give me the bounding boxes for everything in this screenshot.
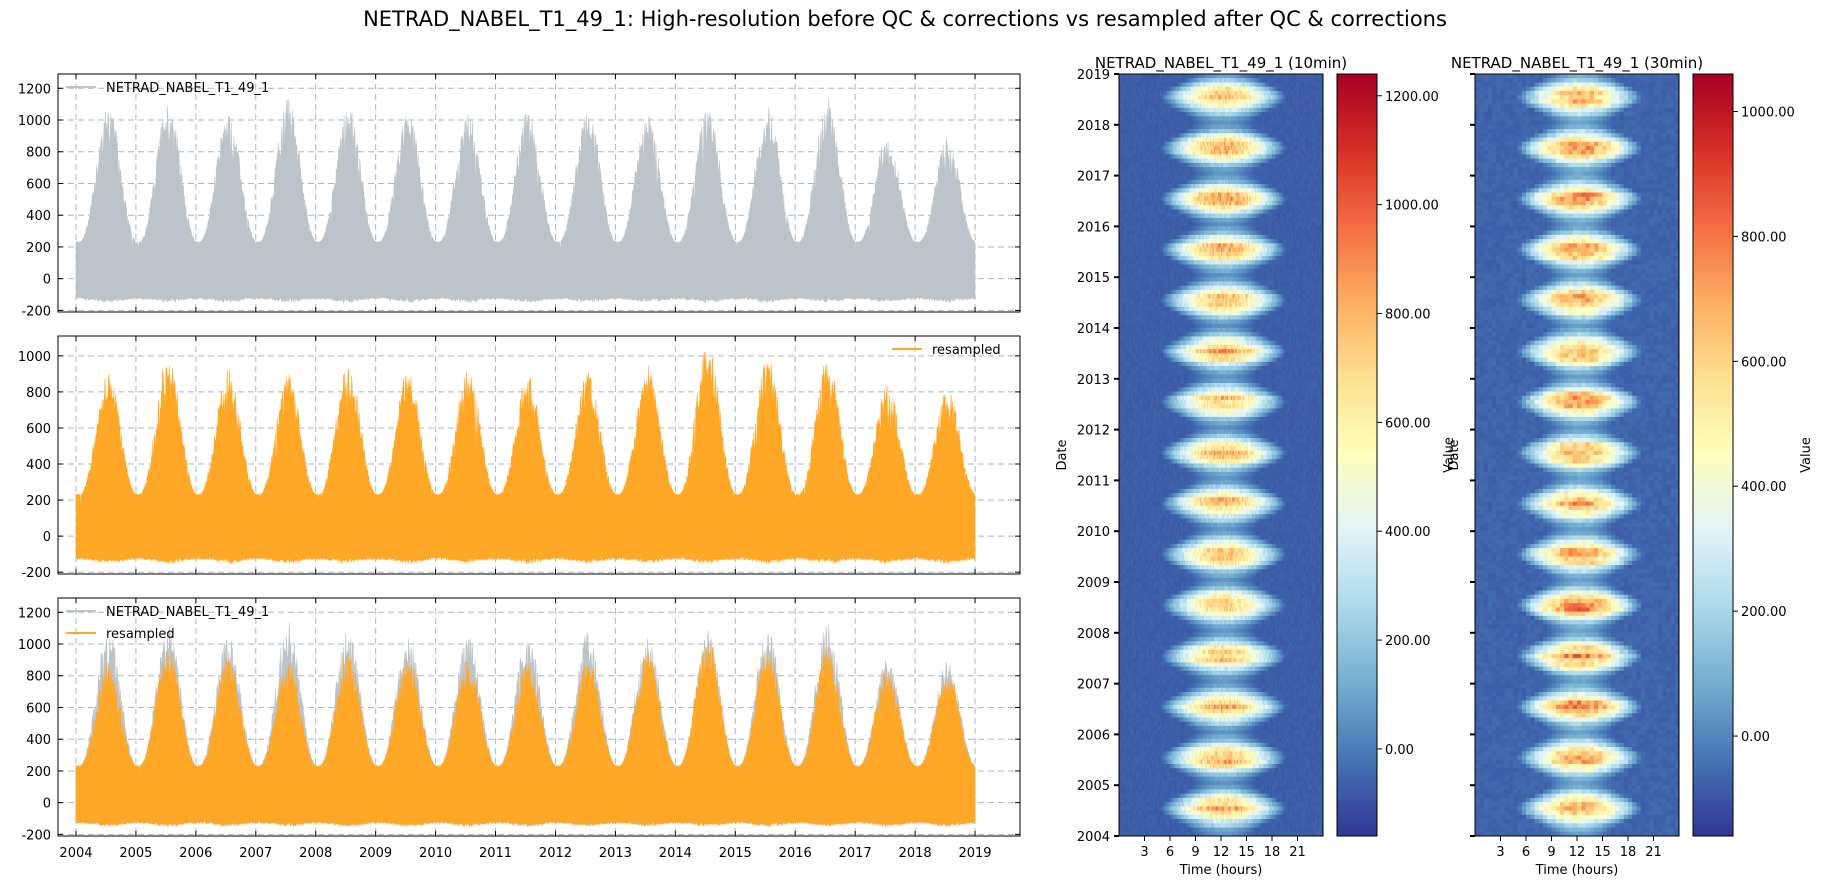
- series-area-resampled: [76, 352, 975, 564]
- ytick-label: 400: [26, 209, 51, 224]
- series-area-netrad-nabel-t1-49-1: [76, 99, 975, 303]
- ytick-label: 1000: [18, 638, 51, 653]
- legend-label: resampled: [932, 343, 1001, 358]
- ytick-label: 400: [26, 458, 51, 473]
- ytick-label: 200: [26, 241, 51, 256]
- xtick-label: 2009: [359, 846, 392, 861]
- ytick-label: 1000: [18, 350, 51, 365]
- ytick-label: 1200: [18, 606, 51, 621]
- xtick-label: 2019: [958, 846, 991, 861]
- heatmap-panel-1: NETRAD_NABEL_T1_49_1 (10min)3 6 9 12 15 18 21T…: [1055, 54, 1457, 878]
- ytick-label: 1200: [18, 82, 51, 97]
- xtick-label: 2011: [479, 846, 512, 861]
- ytick-label: -200: [21, 304, 51, 319]
- xtick-label: 2005: [119, 846, 152, 861]
- ytick-label: 600: [26, 701, 51, 716]
- series-area-resampled: [76, 644, 975, 827]
- xtick-label: 2015: [719, 846, 752, 861]
- xtick-label: 2010: [419, 846, 452, 861]
- ytick-label: 800: [26, 386, 51, 401]
- ytick-label: 200: [26, 494, 51, 509]
- ytick-label: -200: [21, 566, 51, 581]
- legend-label: NETRAD_NABEL_T1_49_1: [106, 605, 269, 620]
- legend-label: NETRAD_NABEL_T1_49_1: [106, 81, 269, 96]
- xtick-label: 2013: [599, 846, 632, 861]
- ytick-label: 600: [26, 177, 51, 192]
- xtick-label: 2006: [179, 846, 212, 861]
- ytick-label: 200: [26, 765, 51, 780]
- ytick-label: 1000: [18, 114, 51, 129]
- ytick-label: 0: [43, 530, 51, 545]
- ytick-label: 600: [26, 422, 51, 437]
- ytick-label: 800: [26, 146, 51, 161]
- legend-label: resampled: [106, 627, 175, 642]
- timeseries-panel-3: -200 0 200 400 600 800 1000 1200 2004 2005 2006 200…: [18, 598, 1020, 861]
- xtick-label: 2008: [299, 846, 332, 861]
- figure-title: NETRAD_NABEL_T1_49_1: High-resolution be…: [363, 7, 1447, 32]
- ytick-label: 0: [43, 273, 51, 288]
- xtick-label: 2016: [779, 846, 812, 861]
- xtick-label: 2007: [239, 846, 272, 861]
- timeseries-panel-2: -200 0 200 400 600 800 1000 resampled: [18, 336, 1020, 581]
- heatmap-cells: [1119, 74, 1323, 836]
- xtick-label: 2012: [539, 846, 572, 861]
- xtick-label: 2017: [839, 846, 872, 861]
- xtick-label: 2018: [899, 846, 932, 861]
- ytick-label: 800: [26, 670, 51, 685]
- timeseries-panel-1: -200 0 200 400 600 800 1000 1200 NETRAD_NABEL_T1…: [18, 74, 1020, 319]
- ytick-label: 0: [43, 797, 51, 812]
- xtick-label: 2004: [59, 846, 92, 861]
- ytick-label: -200: [21, 828, 51, 843]
- ytick-label: 400: [26, 733, 51, 748]
- xtick-label: 2014: [659, 846, 692, 861]
